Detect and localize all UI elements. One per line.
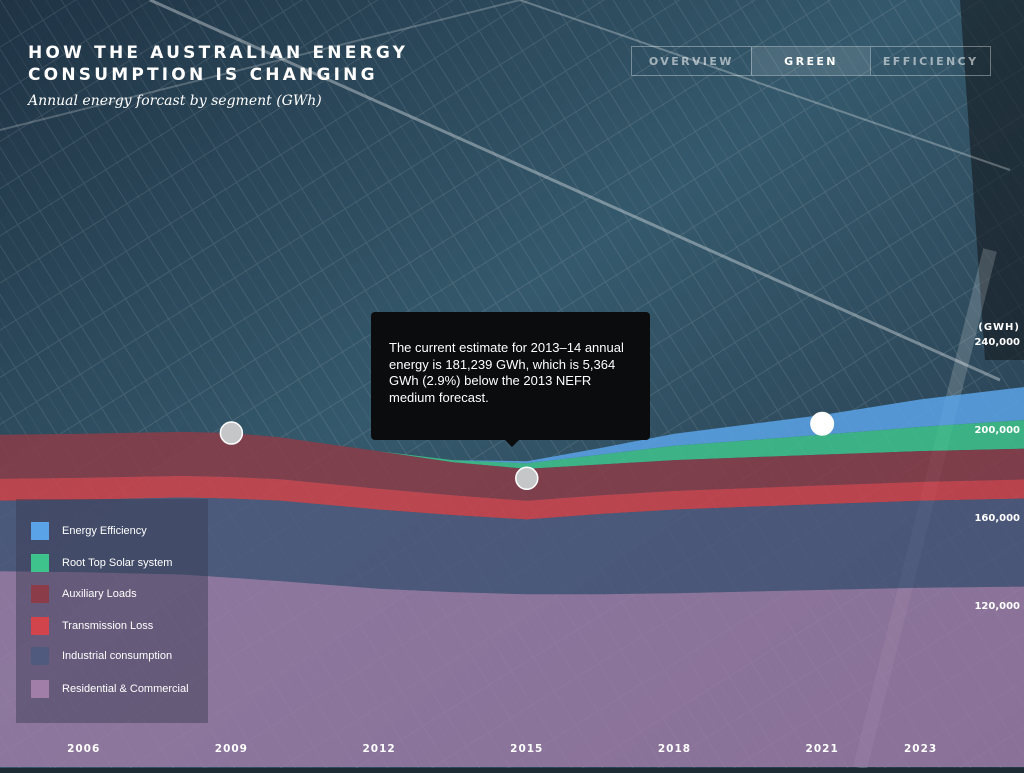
x-tick-label: 2015 xyxy=(510,743,543,755)
area-auxiliary-loads xyxy=(0,431,1024,501)
x-tick-label: 2023 xyxy=(904,743,937,755)
legend-item-energy-efficiency[interactable]: Energy Efficiency xyxy=(31,521,147,541)
legend-item-auxiliary-loads[interactable]: Auxiliary Loads xyxy=(31,584,137,604)
view-tabs: OVERVIEW GREEN EFFICIENCY xyxy=(631,46,991,76)
data-markers[interactable] xyxy=(219,411,835,491)
y-tick-label: 200,000 xyxy=(974,425,1020,436)
legend-item-transmission-loss[interactable]: Transmission Loss xyxy=(31,616,153,636)
axis-ticks: 240,000 200,000 160,000 120,000 2006 2009 2012… xyxy=(67,337,1020,755)
legend-swatch xyxy=(31,680,49,698)
area-industrial-consumption xyxy=(0,497,1024,595)
y-tick-label: 160,000 xyxy=(974,513,1020,524)
title-line-2: CONSUMPTION IS CHANGING xyxy=(28,65,378,85)
y-tick-label: 120,000 xyxy=(974,601,1020,612)
legend-swatch xyxy=(31,647,49,665)
legend-item-industrial-consumption[interactable]: Industrial consumption xyxy=(31,646,172,666)
chart-legend: Energy Efficiency Root Top Solar system … xyxy=(16,499,208,723)
y-axis-unit-label: (GWH) xyxy=(978,322,1020,333)
legend-swatch xyxy=(31,522,49,540)
legend-swatch xyxy=(31,617,49,635)
area-residential-commercial xyxy=(0,571,1024,767)
data-marker-2015[interactable] xyxy=(515,466,539,491)
data-marker-2009[interactable] xyxy=(219,421,244,445)
x-tick-label: 2021 xyxy=(806,743,839,755)
tab-efficiency[interactable]: EFFICIENCY xyxy=(870,47,990,75)
legend-label: Auxiliary Loads xyxy=(62,588,137,600)
x-tick-label: 2006 xyxy=(67,743,100,755)
page-title: HOW THE AUSTRALIAN ENERGY CONSUMPTION IS… xyxy=(28,42,448,86)
area-layers xyxy=(0,387,1024,767)
data-tooltip: The current estimate for 2013–14 annual … xyxy=(371,312,650,447)
data-marker-2021[interactable] xyxy=(810,411,835,436)
x-tick-label: 2012 xyxy=(362,743,395,755)
area-transmission-loss xyxy=(0,475,1024,520)
tab-green[interactable]: GREEN xyxy=(750,47,871,75)
x-tick-label: 2009 xyxy=(215,743,248,755)
legend-label: Energy Efficiency xyxy=(62,525,147,537)
legend-label: Transmission Loss xyxy=(62,620,154,632)
y-tick-label: 240,000 xyxy=(974,337,1020,348)
page-subtitle: Annual energy forcast by segment (GWh) xyxy=(28,93,322,109)
legend-swatch xyxy=(31,585,49,603)
legend-label: Residential & Commercial xyxy=(62,683,189,695)
area-root-top-solar-system xyxy=(0,420,1024,469)
legend-label: Industrial consumption xyxy=(62,650,173,662)
legend-item-root-top-solar[interactable]: Root Top Solar system xyxy=(31,553,172,573)
tooltip-text: The current estimate for 2013–14 annual … xyxy=(389,340,624,405)
tab-overview[interactable]: OVERVIEW xyxy=(648,54,734,68)
legend-swatch xyxy=(31,554,49,572)
title-line-1: HOW THE AUSTRALIAN ENERGY xyxy=(28,43,409,63)
legend-label: Root Top Solar system xyxy=(62,557,173,569)
legend-item-residential-commercial[interactable]: Residential & Commercial xyxy=(31,679,189,699)
x-tick-label: 2018 xyxy=(658,743,691,755)
